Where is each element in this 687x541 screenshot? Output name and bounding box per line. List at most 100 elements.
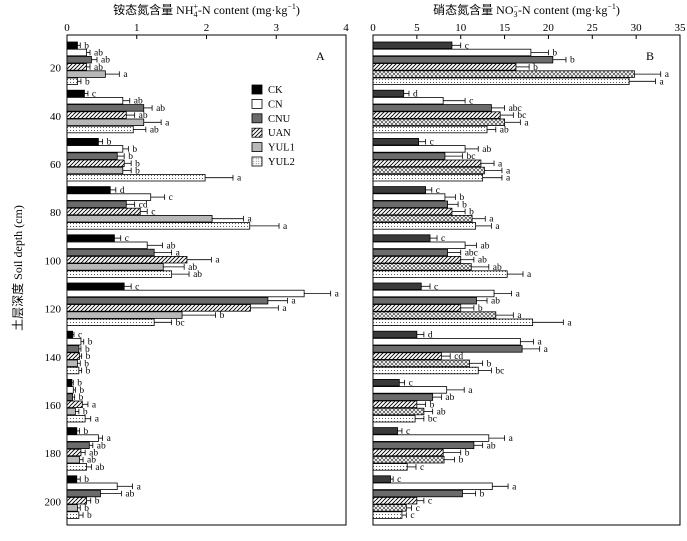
x-tick-label: 3 (274, 22, 280, 34)
bar-uan-20 (372, 63, 517, 71)
bar-yul1-40 (372, 118, 505, 126)
significance-label: a (247, 215, 252, 225)
significance-label: ab (94, 63, 103, 73)
bar-uan-180 (66, 448, 82, 457)
significance-label: a (92, 400, 97, 410)
significance-label: a (527, 270, 532, 280)
bar-cn-100 (372, 241, 466, 249)
depth-tick-label: 100 (45, 255, 62, 267)
bar-ck-120 (372, 282, 422, 290)
bar-uan-200 (372, 496, 418, 505)
bar-uan-100 (372, 255, 462, 264)
bar-yul1-180 (66, 455, 80, 464)
significance-label: a (282, 304, 287, 314)
significance-label: a (137, 482, 142, 492)
significance-label: c (92, 90, 96, 100)
significance-label: a (538, 338, 543, 348)
depth-tick-label: 20 (50, 63, 62, 75)
bar-cn-140 (372, 337, 521, 346)
significance-label: ab (101, 56, 110, 66)
bar-yul2-200 (66, 511, 80, 519)
bar-yul1-120 (66, 311, 183, 319)
bar-cnu-80 (372, 200, 448, 208)
bar-cnu-40 (66, 104, 145, 112)
significance-label: ab (437, 408, 446, 418)
bar-ck-180 (372, 427, 398, 435)
x-tick-label: 30 (631, 22, 643, 34)
panel-label: B (646, 49, 654, 63)
bar-cn-180 (372, 434, 490, 442)
significance-label: cd (454, 352, 463, 362)
depth-tick-label: 160 (45, 400, 62, 412)
significance-label: c (169, 193, 173, 203)
bar-uan-140 (372, 352, 442, 360)
significance-label: c (430, 138, 434, 148)
bar-cnu-20 (66, 56, 92, 64)
bar-cnu-100 (66, 248, 155, 257)
bar-cn-200 (66, 482, 118, 490)
significance-label: ab (156, 104, 165, 114)
x-tick-label: 10 (455, 22, 467, 34)
bar-cn-120 (372, 289, 495, 298)
bar-yul2-80 (372, 222, 477, 230)
bar-uan-80 (66, 207, 141, 216)
significance-label: a (665, 70, 670, 80)
bar-yul2-60 (66, 173, 206, 182)
significance-label: c (78, 331, 82, 341)
significance-label: b (487, 359, 492, 369)
significance-label: b (220, 311, 225, 321)
plot-frame (372, 34, 681, 526)
significance-label: b (87, 511, 92, 521)
bar-cnu-160 (372, 393, 434, 401)
bar-yul1-100 (66, 263, 164, 271)
significance-label: b (84, 475, 89, 485)
depth-tick-label: 80 (50, 207, 62, 219)
significance-label: b (480, 490, 485, 500)
significance-label: bc (466, 152, 475, 162)
bar-yul2-120 (372, 318, 534, 326)
x-tick-label: 0 (64, 22, 70, 34)
bar-ck-140 (66, 330, 73, 339)
legend-label: YUL1 (268, 143, 295, 154)
significance-label: ab (95, 463, 104, 473)
significance-label: ab (97, 441, 106, 451)
legend-swatch-yul2 (251, 156, 263, 167)
bar-cn-80 (372, 193, 446, 201)
bar-yul2-160 (372, 414, 416, 423)
significance-label: a (517, 311, 522, 321)
bar-uan-60 (372, 159, 482, 167)
significance-label: b (85, 345, 90, 355)
significance-label: d (120, 186, 125, 196)
significance-label: a (123, 70, 128, 80)
significance-label: a (291, 297, 296, 307)
significance-label: b (459, 456, 464, 466)
significance-label: b (135, 159, 140, 169)
x-tick-label: 5 (414, 22, 420, 34)
bar-uan-120 (372, 304, 462, 312)
bar-ck-20 (66, 41, 78, 49)
significance-label: c (409, 379, 413, 389)
bar-yul1-40 (66, 118, 145, 126)
significance-label: ab (188, 263, 197, 273)
bar-cn-40 (66, 97, 124, 105)
bar-cnu-60 (372, 152, 446, 160)
bar-uan-60 (66, 159, 125, 167)
y-axis-label: 土层深度 Soil depth (cm) (10, 205, 25, 331)
significance-label: c (410, 511, 414, 521)
significance-label: a (176, 249, 181, 259)
bar-ck-40 (372, 89, 405, 98)
significance-label: c (406, 427, 410, 437)
x-tick-label: 0 (370, 22, 376, 34)
significance-label: b (465, 449, 470, 459)
significance-label: ab (478, 256, 487, 266)
bar-cn-100 (66, 241, 148, 249)
bar-yul2-60 (372, 173, 484, 182)
significance-label: c (397, 475, 401, 485)
legend: CK CN CNU UAN YUL1 YUL2 (251, 84, 295, 168)
bar-cnu-80 (66, 200, 127, 208)
significance-label: a (215, 256, 220, 266)
significance-label: b (533, 63, 538, 73)
bar-cn-200 (372, 482, 493, 490)
significance-label: ab (139, 111, 148, 121)
significance-label: b (86, 367, 91, 377)
